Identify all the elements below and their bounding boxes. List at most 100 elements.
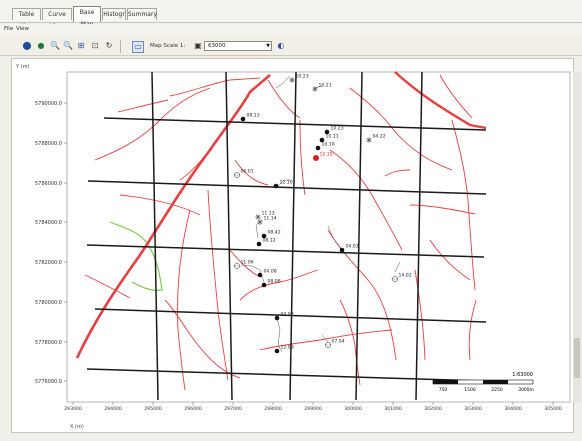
well-marker[interactable]: 10.23 bbox=[289, 74, 309, 84]
well-dot bbox=[274, 315, 280, 321]
well-label: 04.08 bbox=[264, 269, 277, 275]
well-marker[interactable]: 12.09 bbox=[274, 345, 294, 354]
map-scale-value: 63000 bbox=[208, 43, 226, 49]
well-dot bbox=[273, 183, 279, 189]
menu-file[interactable]: File bbox=[4, 26, 14, 32]
scale-ratio: 1:63000 bbox=[512, 372, 533, 378]
well-marker[interactable]: 11.14 bbox=[257, 216, 277, 226]
well-label: 08.08 bbox=[268, 279, 281, 285]
well-star bbox=[312, 86, 318, 92]
well-marker[interactable]: 11.06 bbox=[233, 260, 254, 269]
well-label: 14.02 bbox=[399, 273, 412, 279]
well-label: 10.11 bbox=[326, 134, 339, 140]
well-marker[interactable]: 08.42 bbox=[261, 230, 281, 239]
y-tick-labels: 5790000.0 5788000.0 5786000.0 5784000.0 5782… bbox=[35, 101, 67, 385]
y-tick-label: 5790000.0 bbox=[35, 101, 62, 107]
well-label: 11.06 bbox=[241, 260, 254, 266]
select-icon[interactable]: ⊡ bbox=[91, 41, 99, 50]
refresh-icon[interactable]: ↻ bbox=[105, 41, 113, 50]
well-marker[interactable]: 10.23 bbox=[324, 126, 344, 135]
map-toolbar: ⬤ ● 🔍 🔍 ⊞ ⊡ ↻ ▭ Map Scale 1: ▣ 63000 ▼ ◐ bbox=[0, 38, 582, 56]
scale-label: 1500 bbox=[464, 387, 476, 393]
well-marker[interactable]: 08.08 bbox=[261, 279, 281, 288]
well-label: 11.13 bbox=[262, 211, 275, 217]
well-dot bbox=[256, 241, 262, 247]
pan-icon[interactable]: ⬤ bbox=[22, 41, 32, 50]
scale-icon: ▣ bbox=[194, 41, 202, 50]
survey-grid bbox=[86, 71, 487, 401]
well-marker[interactable]: 07.04 bbox=[324, 339, 345, 348]
scale-bar: 1:63000 750 1500 2250 3000m bbox=[432, 372, 534, 393]
menu-view[interactable]: View bbox=[16, 26, 30, 32]
well-marker[interactable]: 06.01 bbox=[233, 169, 254, 178]
well-marker[interactable]: 10.11 bbox=[319, 134, 339, 143]
scale-label: 750 bbox=[439, 387, 448, 393]
x-tick-label: 305000 bbox=[544, 406, 562, 412]
map-frame bbox=[66, 71, 571, 403]
well-label: 12.09 bbox=[281, 345, 294, 351]
tab-histogram[interactable]: Histogr bbox=[102, 8, 126, 20]
well-label: 10.21 bbox=[319, 83, 332, 89]
well-dot bbox=[315, 145, 321, 151]
well-marker[interactable]: 12.15 bbox=[313, 152, 333, 162]
x-tick-labels: 293000 294000 295000 296000 297000 298000 2990… bbox=[64, 402, 562, 412]
zoom-out-icon[interactable]: 🔍 bbox=[63, 41, 73, 50]
well-marker[interactable]: 04.22 bbox=[366, 134, 386, 144]
map-scale-select[interactable]: 63000 ▼ bbox=[204, 41, 272, 51]
well-dot bbox=[240, 116, 246, 122]
y-axis-title: Y (m) bbox=[16, 64, 30, 70]
well-marker[interactable]: 10.10 bbox=[315, 142, 335, 151]
well-marker[interactable]: 14.02 bbox=[391, 273, 412, 282]
x-tick-label: 296000 bbox=[184, 406, 202, 412]
y-tick-label: 5784000.0 bbox=[35, 220, 62, 226]
well-marker[interactable]: 04.08 bbox=[257, 269, 277, 278]
y-tick-label: 5780000.0 bbox=[35, 300, 62, 306]
x-tick-label: 297000 bbox=[224, 406, 242, 412]
x-tick-label: 303000 bbox=[464, 406, 482, 412]
well-label: 11.14 bbox=[264, 216, 277, 222]
vertical-scrollbar[interactable] bbox=[573, 72, 581, 402]
x-tick-label: 299000 bbox=[304, 406, 322, 412]
well-dot bbox=[324, 129, 330, 135]
well-label: 10.23 bbox=[331, 126, 344, 132]
well-marker[interactable]: 10.21 bbox=[312, 83, 332, 93]
well-marker[interactable]: 12.10 bbox=[273, 180, 293, 189]
well-label: 10.23 bbox=[296, 74, 309, 80]
globe-icon[interactable]: ● bbox=[37, 41, 45, 50]
well-dot bbox=[339, 247, 345, 253]
apply-scale-icon[interactable]: ◐ bbox=[277, 41, 285, 50]
y-tick-label: 5776000.0 bbox=[35, 379, 62, 385]
tab-summary[interactable]: Summary bbox=[127, 8, 157, 20]
scale-label: 2250 bbox=[491, 387, 503, 393]
well-dot bbox=[261, 282, 267, 288]
map-scale-icon[interactable]: ▭ bbox=[132, 41, 144, 53]
vegetation-boundary bbox=[109, 221, 163, 291]
zoom-extent-icon[interactable]: ⊞ bbox=[77, 41, 85, 50]
well-marker[interactable]: 04.02 bbox=[274, 312, 294, 321]
x-tick-label: 293000 bbox=[64, 406, 82, 412]
well-label: 10.10 bbox=[322, 142, 335, 148]
menu-bar: File View bbox=[0, 24, 582, 36]
well-marker[interactable]: 11.13 bbox=[255, 211, 275, 221]
well-label: 08.13 bbox=[247, 113, 260, 119]
well-marker[interactable]: 08.13 bbox=[240, 113, 260, 122]
x-tick-label: 302000 bbox=[424, 406, 442, 412]
zoom-in-icon[interactable]: 🔍 bbox=[50, 41, 60, 50]
y-tick-label: 5786000.0 bbox=[35, 181, 62, 187]
x-tick-label: 300000 bbox=[344, 406, 362, 412]
well-dot bbox=[274, 348, 280, 354]
x-tick-label: 295000 bbox=[144, 406, 162, 412]
well-label: 12.15 bbox=[320, 152, 333, 158]
well-dot bbox=[257, 272, 263, 278]
scale-label: 3000m bbox=[518, 387, 534, 393]
well-dot bbox=[261, 233, 267, 239]
scrollbar-thumb[interactable] bbox=[574, 338, 580, 378]
x-tick-label: 294000 bbox=[104, 406, 122, 412]
well-star bbox=[257, 219, 263, 225]
well-label: 07.04 bbox=[332, 339, 345, 345]
y-tick-label: 5778000.0 bbox=[35, 340, 62, 346]
well-marker[interactable]: 04.03 bbox=[339, 244, 359, 253]
well-marker[interactable]: 08.12 bbox=[256, 238, 276, 247]
well-label: 04.03 bbox=[346, 244, 359, 250]
